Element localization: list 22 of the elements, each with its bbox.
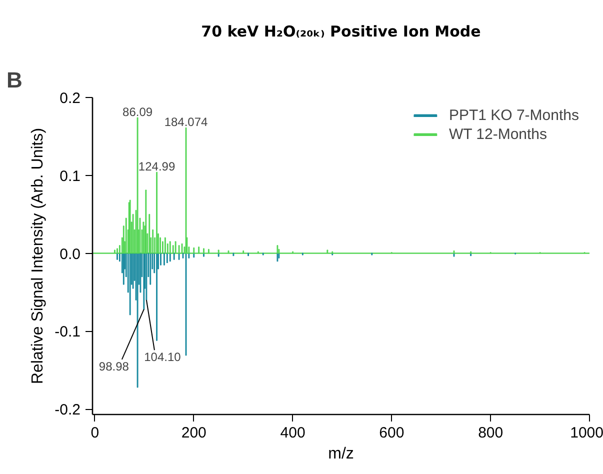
annotation: 104.10 (144, 350, 182, 364)
x-tick-label: 0 (90, 424, 100, 442)
legend-label: WT 12-Months (448, 126, 548, 143)
y-tick-label: 0.0 (60, 246, 81, 263)
annotation: 124.99 (138, 159, 176, 174)
x-tick-label: 800 (478, 424, 504, 442)
y-tick-label: -0.2 (54, 402, 81, 419)
annotation: 184.074 (164, 114, 208, 129)
legend-label: PPT1 KO 7-Months (448, 107, 579, 124)
x-tick-label: 600 (379, 424, 404, 442)
x-axis-title: m/z (328, 446, 354, 462)
x-tick-label: 200 (181, 424, 206, 442)
y-tick-label: 0.2 (60, 90, 81, 107)
text: B (6, 68, 22, 92)
y-tick-label: 0.1 (60, 168, 81, 185)
y-axis-title: Relative Signal Intensity (Arb. Units) (30, 128, 47, 384)
annotation: 98.98 (98, 359, 130, 374)
y-tick-label: -0.1 (54, 324, 81, 341)
chart-title: 70 keV H₂O₍₂₀ₖ₎ Positive Ion Mode (201, 22, 481, 40)
annotation: 86.09 (122, 104, 153, 119)
x-tick-label: 1000 (570, 424, 603, 442)
x-tick-label: 400 (280, 424, 306, 442)
